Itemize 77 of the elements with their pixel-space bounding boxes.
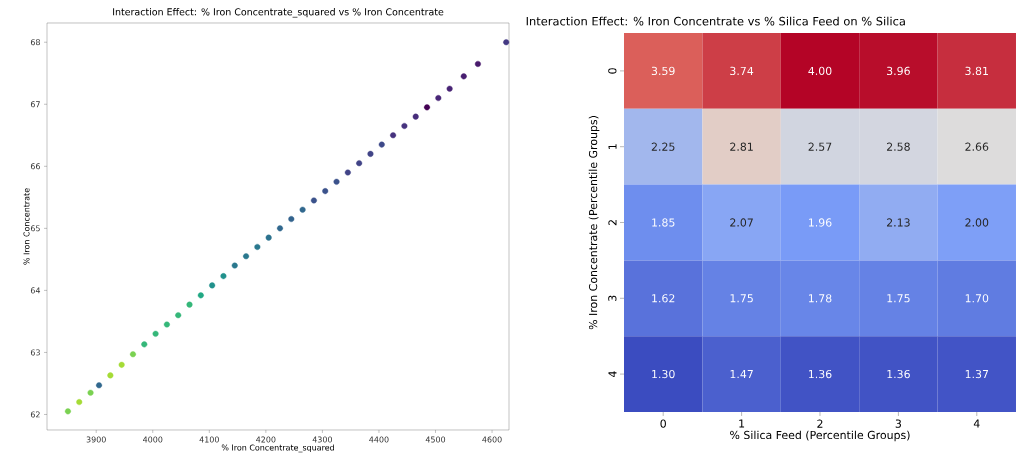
data-label: 2.66 [965,142,989,152]
point [276,225,283,232]
point [356,160,363,167]
point [288,216,295,223]
x-tick-label: 3 [895,419,901,428]
point [243,253,250,260]
point [129,351,136,358]
data-label: 1.75 [730,294,753,303]
data-label: 1.96 [809,218,832,227]
point [76,399,83,406]
data-label: 3.74 [730,66,754,76]
point [107,372,114,379]
data-label: 1.36 [887,370,910,379]
data-label: 2.07 [730,218,753,227]
point [163,321,170,328]
data-label: 3.59 [651,66,675,76]
point [333,179,340,185]
chart-title: Interaction Effect: % Iron Concentrate vs % Silica Feed on % Silica [526,16,905,26]
data-label: 1.37 [965,370,989,379]
point [299,206,306,213]
point [197,292,204,299]
y-tick-label: 0 [608,68,617,74]
point [412,113,419,120]
point [378,141,385,148]
point [220,273,227,280]
data-label: 3.81 [965,66,988,76]
data-label: 2.00 [965,218,989,227]
y-tick-label: 2 [608,220,617,226]
point [118,362,125,369]
point [424,104,431,111]
data-label: 1.70 [965,294,989,303]
data-label: 1.85 [652,218,675,227]
y-tick-label: 3 [608,295,617,302]
point [322,188,329,195]
point [446,85,453,92]
point [310,197,317,204]
point [152,331,159,338]
point [231,262,238,269]
point [209,282,216,289]
data-label: 3.96 [887,66,910,76]
point [344,169,351,176]
x-tick-label: 4 [973,419,980,428]
data-label: 2.13 [886,218,910,227]
data-label: 1.75 [887,294,910,303]
y-tick-label: 4 [608,371,617,378]
data-label: 1.36 [809,370,832,379]
chart-title: Interaction Effect: % Iron Concentrate_squared vs % Iron Concentrate [113,8,444,18]
data-label: 1.47 [730,370,753,379]
data-label: 1.78 [809,294,832,303]
point [265,234,272,241]
y-axis-title: % Iron Concentrate (Percentile Groups) [588,116,600,330]
data-label: 2.57 [808,142,832,152]
point [141,341,148,348]
x-tick-label: 0 [660,419,666,428]
point [367,151,374,158]
point [401,123,408,130]
data-label: 1.30 [652,370,675,379]
data-label: 2.81 [730,142,753,152]
point [435,95,442,102]
x-axis-title: % Silica Feed (Percentile Groups) [730,430,910,442]
point [64,408,71,415]
y-tick-label: 1 [608,144,617,150]
data-label: 1.62 [652,294,675,303]
point [254,244,261,251]
point [186,301,193,308]
point [503,39,510,46]
data-label: 2.58 [886,142,910,152]
x-tick-label: 1 [739,419,745,428]
point [96,382,103,389]
point [87,389,94,396]
point [390,132,397,139]
point [474,61,481,68]
point [175,312,182,319]
data-label: 2.25 [651,142,675,152]
x-tick-label: 2 [817,419,823,428]
data-label: 4.00 [808,66,832,76]
point [460,73,467,80]
